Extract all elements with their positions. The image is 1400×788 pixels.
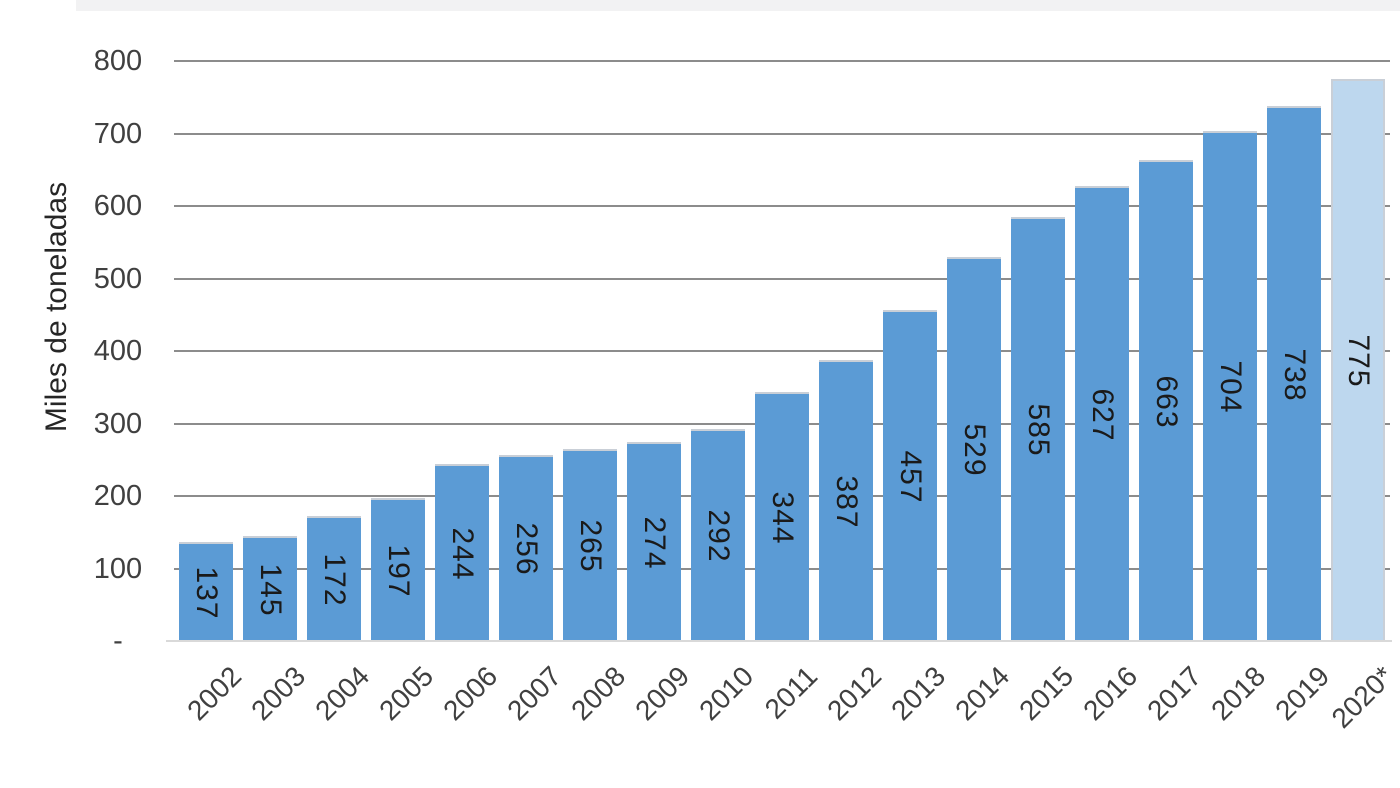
y-axis-title: Miles de toneladas (40, 181, 73, 433)
bar-value-label: 292 (702, 509, 735, 563)
bar-value-label: 775 (1342, 334, 1375, 388)
bar-2005: 197 (371, 498, 425, 641)
x-axis-line (166, 640, 1392, 642)
y-tick-label-600: 600 (93, 190, 143, 222)
gridline-700 (174, 133, 1390, 135)
bar-value-label: 344 (766, 490, 799, 545)
y-tick-label-700: 700 (93, 118, 143, 150)
bar-value-label: 627 (1086, 387, 1119, 442)
y-tick-label-200: 200 (93, 480, 143, 512)
bar-2015: 585 (1011, 217, 1065, 641)
bar-2020*: 775 (1331, 79, 1385, 641)
bar-2016: 627 (1075, 186, 1129, 641)
bar-value-label: 274 (638, 515, 671, 570)
y-tick-label-400: 400 (93, 335, 143, 367)
bar-value-label: 145 (254, 562, 287, 617)
bar-2017: 663 (1139, 160, 1193, 641)
y-tick-label-300: 300 (93, 408, 143, 440)
bar-2002: 137 (179, 542, 233, 641)
bar-value-label: 387 (830, 474, 863, 529)
bar-value-label: 265 (574, 519, 607, 573)
bar-value-label: 663 (1150, 374, 1183, 429)
top-strip-decoration (76, 0, 1400, 11)
y-tick-label-100: 100 (93, 553, 143, 585)
gridline-500 (174, 278, 1390, 280)
bar-value-label: 738 (1278, 347, 1311, 402)
bar-2013: 457 (883, 310, 937, 641)
bar-value-label: 137 (190, 565, 223, 620)
bar-2007: 256 (499, 455, 553, 641)
bar-value-label: 197 (382, 543, 415, 598)
bar-value-label: 704 (1214, 360, 1247, 414)
bar-2004: 172 (307, 516, 361, 641)
bar-value-label: 457 (894, 449, 927, 504)
bar-2010: 292 (691, 429, 745, 641)
y-tick-label-500: 500 (93, 263, 143, 295)
y-tick-label-0: - (113, 625, 123, 657)
bar-2008: 265 (563, 449, 617, 641)
bar-2011: 344 (755, 392, 809, 641)
bar-value-label: 529 (958, 423, 991, 477)
gridline-400 (174, 350, 1390, 352)
bar-value-label: 256 (510, 522, 543, 576)
plot-area: 137 145 172 197 244 256 265 274 292 344 387 457 529 5… (166, 60, 1392, 642)
bar-value-label: 585 (1022, 403, 1055, 457)
bar-2014: 529 (947, 257, 1001, 641)
bar-2012: 387 (819, 360, 873, 641)
bar-2019: 738 (1267, 106, 1321, 641)
y-tick-label-800: 800 (93, 45, 143, 77)
bar-value-label: 244 (446, 526, 479, 581)
bar-2018: 704 (1203, 131, 1257, 641)
bar-2003: 145 (243, 536, 297, 641)
bar-2009: 274 (627, 442, 681, 641)
bar-2006: 244 (435, 464, 489, 641)
bar-value-label: 172 (318, 552, 351, 607)
gridline-800 (174, 60, 1390, 62)
gridline-600 (174, 205, 1390, 207)
